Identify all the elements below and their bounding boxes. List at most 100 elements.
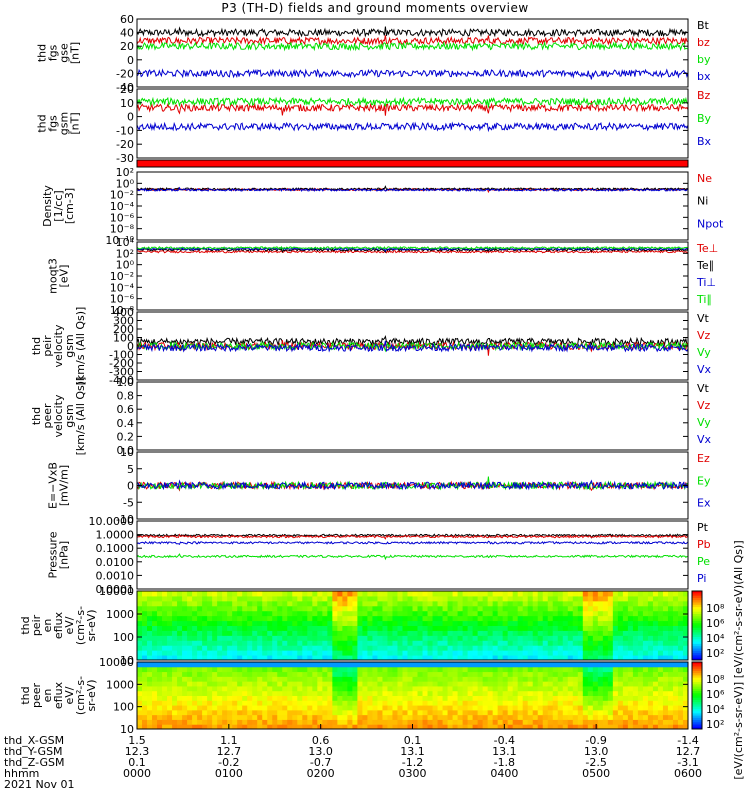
heatmap-cell <box>627 690 634 696</box>
heatmap-cell <box>237 690 243 696</box>
heatmap-cell <box>357 685 363 692</box>
heatmap-cell <box>402 724 408 730</box>
heatmap-cell <box>252 625 258 631</box>
heatmap-cell <box>372 650 378 656</box>
heatmap-cell <box>477 600 484 607</box>
heatmap-cell <box>362 650 368 656</box>
heatmap-cell <box>247 714 253 720</box>
heatmap-cell <box>572 591 579 597</box>
heatmap-cell <box>287 625 293 631</box>
heatmap-cell <box>432 709 439 716</box>
heatmap-cell <box>602 635 609 641</box>
heatmap-cell <box>202 700 208 706</box>
heatmap-cell <box>677 705 684 711</box>
heatmap-cell <box>527 620 534 626</box>
heatmap-cell <box>302 630 308 636</box>
heatmap-cell <box>257 719 263 725</box>
heatmap-cell <box>207 681 213 687</box>
heatmap-cell <box>532 605 539 612</box>
heatmap-cell <box>522 640 529 646</box>
heatmap-cell <box>537 695 544 701</box>
heatmap-cell <box>207 662 213 668</box>
heatmap-cell <box>222 605 228 612</box>
heatmap-cell <box>207 620 213 626</box>
heatmap-cell <box>302 655 308 661</box>
heatmap-cell <box>327 620 333 626</box>
heatmap-cell <box>622 620 629 626</box>
heatmap-cell <box>182 666 188 673</box>
heatmap-cell <box>202 671 208 677</box>
heatmap-cell <box>422 700 429 706</box>
heatmap-cell <box>337 595 343 602</box>
heatmap-cell <box>312 595 318 602</box>
heatmap-cell <box>547 709 554 716</box>
heatmap-cell <box>492 635 499 641</box>
heatmap-cell <box>577 695 584 701</box>
heatmap-cell <box>602 620 609 626</box>
colorbar-cell <box>692 697 702 701</box>
heatmap-cell <box>437 685 444 692</box>
heatmap-cell <box>572 685 579 692</box>
heatmap-cell <box>512 714 519 720</box>
y-axis-label-line: peer <box>30 683 43 709</box>
heatmap-cell <box>337 662 343 668</box>
heatmap-cell <box>317 625 323 631</box>
heatmap-cell <box>442 690 449 696</box>
x-tick-label: 0600 <box>674 767 702 780</box>
heatmap-cell <box>637 655 644 661</box>
heatmap-cell <box>332 719 338 725</box>
heatmap-cell <box>592 709 599 716</box>
heatmap-cell <box>342 700 348 706</box>
heatmap-cell <box>477 666 484 673</box>
heatmap-cell <box>407 676 413 682</box>
heatmap-cell <box>377 645 383 651</box>
heatmap-cell <box>282 690 288 696</box>
heatmap-cell <box>342 655 348 661</box>
heatmap-cell <box>662 655 669 661</box>
heatmap-cell <box>272 610 278 617</box>
heatmap-cell <box>392 719 398 725</box>
heatmap-cell <box>647 615 654 622</box>
heatmap-cell <box>642 714 649 720</box>
heatmap-cell <box>492 625 499 631</box>
heatmap-cell <box>522 695 529 701</box>
heatmap-cell <box>442 666 449 673</box>
heatmap-cell <box>567 610 574 617</box>
heatmap-cell <box>537 724 544 730</box>
heatmap-cell <box>277 666 283 673</box>
heatmap-cell <box>197 591 203 597</box>
heatmap-cell <box>247 630 253 636</box>
heatmap-cell <box>432 719 439 725</box>
heatmap-cell <box>617 719 624 725</box>
heatmap-cell <box>357 655 363 661</box>
heatmap-cell <box>267 630 273 636</box>
heatmap-cell <box>137 714 143 720</box>
heatmap-cell <box>512 625 519 631</box>
x-row-label: thd_X-GSM <box>4 734 64 747</box>
heatmap-cell <box>232 700 238 706</box>
heatmap-cell <box>602 640 609 646</box>
heatmap-cell <box>497 671 504 677</box>
y-axis-label: thdpeirenefluxeV/(cm²-s-sr-eV) <box>19 606 98 645</box>
heatmap-cell <box>217 655 223 661</box>
y-axis-label-line: moqt3 <box>47 258 60 294</box>
heatmap-cell <box>292 655 298 661</box>
heatmap-cell <box>342 605 348 612</box>
heatmap-cell <box>597 655 604 661</box>
heatmap-cell <box>532 645 539 651</box>
heatmap-cell <box>437 615 444 622</box>
heatmap-cell <box>447 676 454 682</box>
heatmap-cell <box>407 595 413 602</box>
heatmap-cell <box>382 695 388 701</box>
heatmap-cell <box>662 719 669 725</box>
heatmap-cell <box>592 714 599 720</box>
heatmap-cell <box>462 650 469 656</box>
heatmap-cell <box>622 650 629 656</box>
y-tick-label: -300 <box>109 366 134 379</box>
heatmap-cell <box>647 671 654 677</box>
heatmap-cell <box>612 605 619 612</box>
y-axis-label-line: [km/s (All Qs)] <box>74 377 87 456</box>
legend-Ti⊥: Ti⊥ <box>696 276 716 289</box>
heatmap-cell <box>677 615 684 622</box>
y-axis-label-line: [cm-3] <box>63 188 76 224</box>
